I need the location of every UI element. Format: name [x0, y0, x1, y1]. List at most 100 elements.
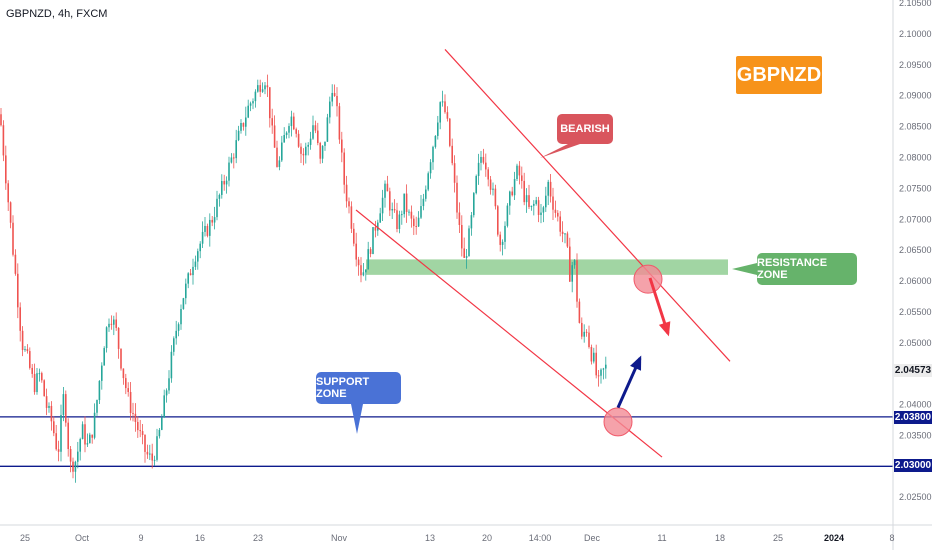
candle-body: [168, 378, 170, 391]
candle-body: [127, 388, 129, 392]
candle-body: [367, 249, 369, 270]
y-tick-label: 2.04000: [899, 400, 932, 410]
candle-body: [470, 215, 473, 229]
candle-body: [285, 132, 288, 136]
candle-body: [139, 430, 141, 432]
candle-body: [55, 433, 57, 450]
down-arrow-head: [658, 321, 671, 337]
y-tick-label: 2.09000: [899, 91, 932, 101]
candle-body: [513, 178, 516, 196]
x-tick-label: 2024: [824, 533, 844, 543]
candle-body: [535, 200, 537, 204]
resistance-pointer: [732, 263, 757, 275]
candle-body: [331, 92, 333, 102]
x-axis[interactable]: 25 Oct 9 16 23 Nov 13 20 14:00 Dec 11 18 25 2024 8: [0, 524, 932, 543]
candle-body: [578, 301, 581, 323]
candle-body: [372, 227, 374, 254]
candle-body: [235, 140, 237, 159]
candle-body: [156, 436, 158, 460]
y-tick-label: 2.08500: [899, 122, 932, 132]
candle-body: [110, 323, 113, 325]
candle-body: [393, 209, 396, 211]
candle-body: [293, 116, 295, 130]
x-tick-label: 13: [425, 533, 435, 543]
candle-body: [468, 228, 470, 257]
candle-body: [381, 197, 384, 214]
candle-body: [137, 421, 139, 431]
candle-body: [105, 327, 108, 349]
candle-body: [473, 193, 475, 216]
candle-body: [453, 163, 456, 183]
candle-body: [163, 395, 165, 418]
candle-body: [463, 248, 465, 258]
y-tick-label: 2.05500: [899, 307, 932, 317]
zones: [0, 259, 893, 467]
candle-body: [132, 412, 134, 414]
y-tick-label: 2.06000: [899, 276, 932, 286]
candle-body: [199, 243, 201, 252]
candle-body: [597, 375, 600, 377]
candle-body: [345, 184, 348, 202]
candle-body: [309, 138, 312, 145]
candle-body: [17, 273, 19, 308]
y-tick-label: 2.10500: [899, 0, 932, 8]
x-tick-label: Dec: [584, 533, 601, 543]
candle-body: [283, 135, 285, 143]
candle-body: [487, 169, 489, 180]
candle-body: [583, 331, 585, 337]
candle-body: [113, 319, 115, 325]
candle-body: [194, 261, 197, 267]
candle-body: [213, 217, 216, 223]
candle-body: [269, 87, 271, 119]
candle-body: [72, 461, 74, 472]
candle-body: [377, 222, 379, 231]
candle-body: [233, 157, 235, 159]
candle-body: [329, 101, 331, 118]
support-high-badge: 2.03800: [894, 411, 932, 424]
candle-body: [81, 424, 84, 440]
candle-body: [369, 249, 372, 254]
candle-body: [50, 405, 53, 422]
candle-body: [187, 273, 189, 284]
candle-body: [69, 449, 72, 462]
candle-body: [343, 152, 345, 185]
candle-body: [9, 202, 12, 223]
candle-body: [209, 219, 211, 236]
candle-body: [19, 307, 21, 331]
candle-body: [494, 188, 497, 207]
candle-body: [437, 122, 439, 136]
candle-body: [321, 145, 324, 159]
candle-body: [0, 114, 2, 126]
candle-body: [26, 349, 29, 352]
candle-body: [398, 214, 401, 229]
candle-body: [96, 400, 98, 413]
candle-body: [312, 125, 314, 139]
candle-body: [161, 417, 163, 430]
candle-body: [338, 106, 341, 140]
candle-body: [405, 193, 408, 212]
candle-body: [410, 211, 413, 219]
candle-body: [153, 459, 156, 461]
candle-body: [434, 135, 437, 147]
symbol-label[interactable]: GBPNZD, 4h, FXCM: [6, 8, 108, 20]
candle-body: [5, 155, 7, 184]
candle-body: [60, 414, 62, 452]
candle-body: [201, 231, 204, 244]
candle-body: [521, 175, 523, 181]
candle-body: [408, 211, 410, 213]
candle-body: [134, 413, 137, 422]
candle-body: [588, 332, 590, 348]
candle-body: [511, 191, 513, 196]
candle-body: [605, 364, 607, 369]
candle-body: [29, 351, 31, 368]
candle-body: [259, 85, 261, 92]
candle-body: [319, 142, 321, 159]
candle-body: [365, 269, 367, 273]
candle-body: [84, 424, 86, 445]
candle-body: [506, 205, 509, 226]
candle-body: [456, 182, 458, 213]
candle-body: [21, 330, 24, 351]
candle-body: [561, 231, 564, 234]
candle-body: [31, 367, 33, 374]
